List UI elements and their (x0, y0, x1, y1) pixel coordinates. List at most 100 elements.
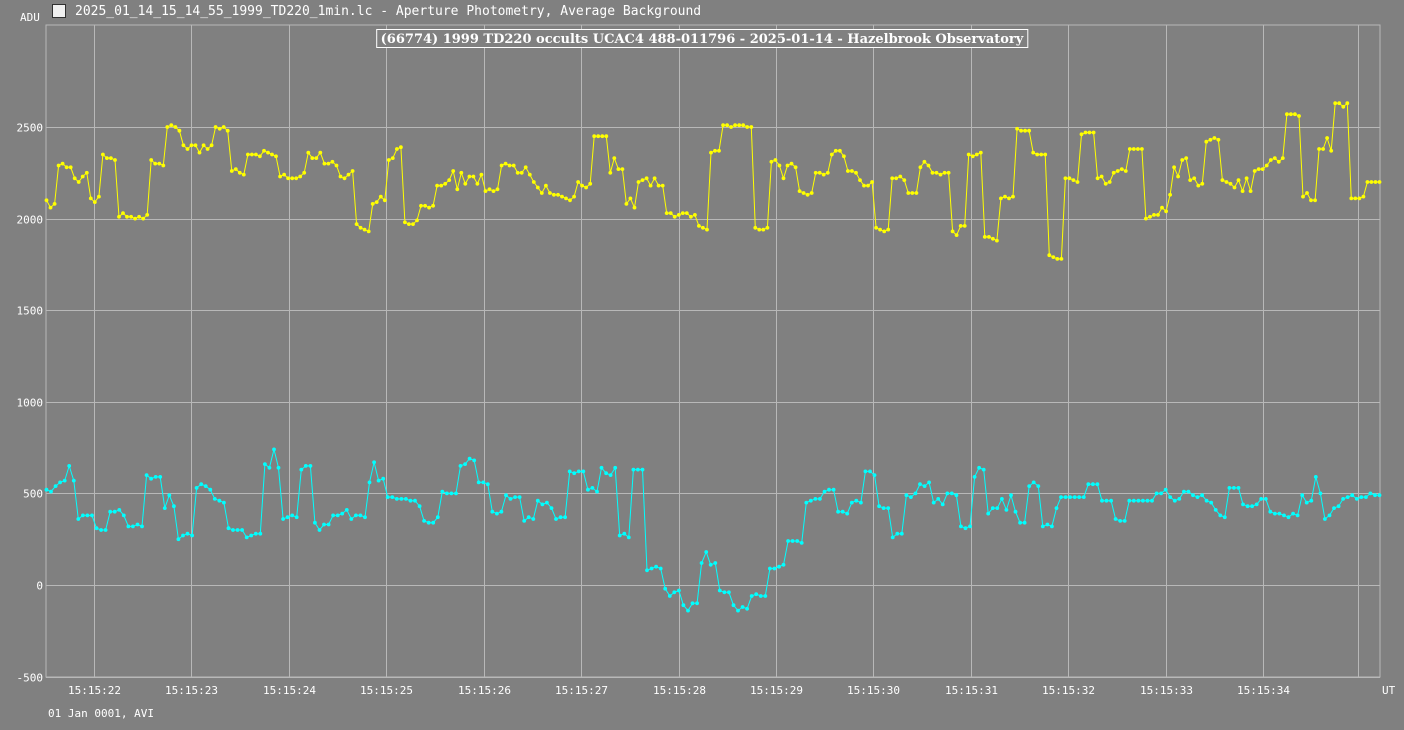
data-point (463, 181, 468, 186)
data-point (825, 170, 830, 175)
data-point (890, 535, 895, 540)
data-point (686, 608, 690, 613)
data-point (556, 192, 560, 197)
data-point (1055, 257, 1060, 261)
data-point (1000, 497, 1004, 501)
data-point (1208, 137, 1213, 142)
data-point (254, 152, 258, 157)
data-point (850, 169, 854, 173)
data-point (667, 594, 672, 598)
data-point (471, 174, 476, 179)
data-point (572, 471, 577, 476)
data-point (507, 163, 512, 168)
data-point (797, 189, 802, 194)
data-point (197, 150, 202, 155)
data-point (773, 158, 778, 162)
data-point (140, 524, 144, 529)
data-point (483, 189, 488, 194)
data-point (548, 191, 552, 195)
data-point (978, 150, 983, 155)
data-point (511, 163, 516, 168)
data-point (1260, 167, 1265, 172)
data-point (117, 214, 121, 219)
data-point (419, 203, 423, 208)
data-point (588, 181, 593, 186)
data-point (959, 524, 963, 529)
data-point (1232, 185, 1237, 190)
data-point (1285, 112, 1289, 117)
data-point (849, 500, 854, 505)
data-point (1268, 158, 1273, 162)
data-point (1009, 493, 1013, 498)
data-point (49, 489, 53, 494)
data-point (731, 603, 736, 608)
data-point (1163, 487, 1168, 492)
data-point (185, 147, 190, 151)
data-point (902, 178, 907, 183)
data-point (631, 467, 636, 472)
data-point (1063, 495, 1068, 499)
data-point (886, 227, 891, 232)
data-point (563, 515, 567, 520)
data-point (676, 213, 681, 217)
data-point (654, 564, 658, 569)
data-point (459, 170, 464, 175)
data-point (840, 509, 845, 514)
data-point (1081, 495, 1086, 499)
data-point (240, 528, 245, 532)
data-point (753, 225, 758, 230)
grid (46, 25, 1380, 678)
data-point (485, 482, 490, 487)
data-point (318, 150, 323, 155)
data-point (1047, 253, 1052, 258)
data-point (535, 498, 540, 503)
data-point (1136, 147, 1140, 151)
data-point (1357, 196, 1362, 201)
data-point (1067, 176, 1072, 181)
data-point (340, 511, 345, 516)
data-point (596, 134, 601, 139)
data-point (467, 456, 472, 461)
data-point (772, 566, 777, 571)
data-point (982, 235, 987, 239)
data-point (125, 214, 129, 219)
data-point (423, 203, 427, 208)
data-point (1119, 167, 1124, 172)
data-point (595, 489, 599, 494)
y-tick-label: 2000 (17, 214, 44, 227)
data-point (1377, 493, 1382, 498)
data-point (560, 194, 564, 199)
data-point (141, 216, 146, 221)
data-point (313, 520, 317, 525)
data-point (805, 192, 810, 197)
data-point (221, 125, 226, 129)
data-point (463, 462, 467, 466)
y-tick-label: 1500 (17, 305, 44, 318)
y-tick-label: 2500 (17, 122, 44, 135)
data-point (801, 191, 806, 195)
data-point (681, 603, 686, 608)
data-point (1213, 508, 1218, 512)
data-point (708, 562, 713, 567)
data-point (904, 493, 909, 498)
data-point (1377, 180, 1382, 184)
data-point (1027, 128, 1031, 133)
data-point (645, 568, 649, 573)
data-point (995, 238, 999, 243)
data-point (954, 233, 959, 238)
data-point (1019, 128, 1023, 133)
data-point (613, 465, 618, 470)
data-point (145, 213, 150, 217)
data-point (467, 174, 472, 179)
data-point (733, 123, 737, 128)
series-line-cyan (46, 449, 1380, 612)
data-point (1361, 194, 1366, 199)
data-point (1332, 506, 1336, 510)
data-point (92, 200, 97, 205)
data-point (1289, 112, 1293, 117)
data-point (411, 222, 415, 227)
app-icon[interactable] (52, 4, 66, 18)
data-point (1252, 169, 1257, 173)
data-point (131, 524, 135, 529)
data-point (499, 509, 504, 514)
